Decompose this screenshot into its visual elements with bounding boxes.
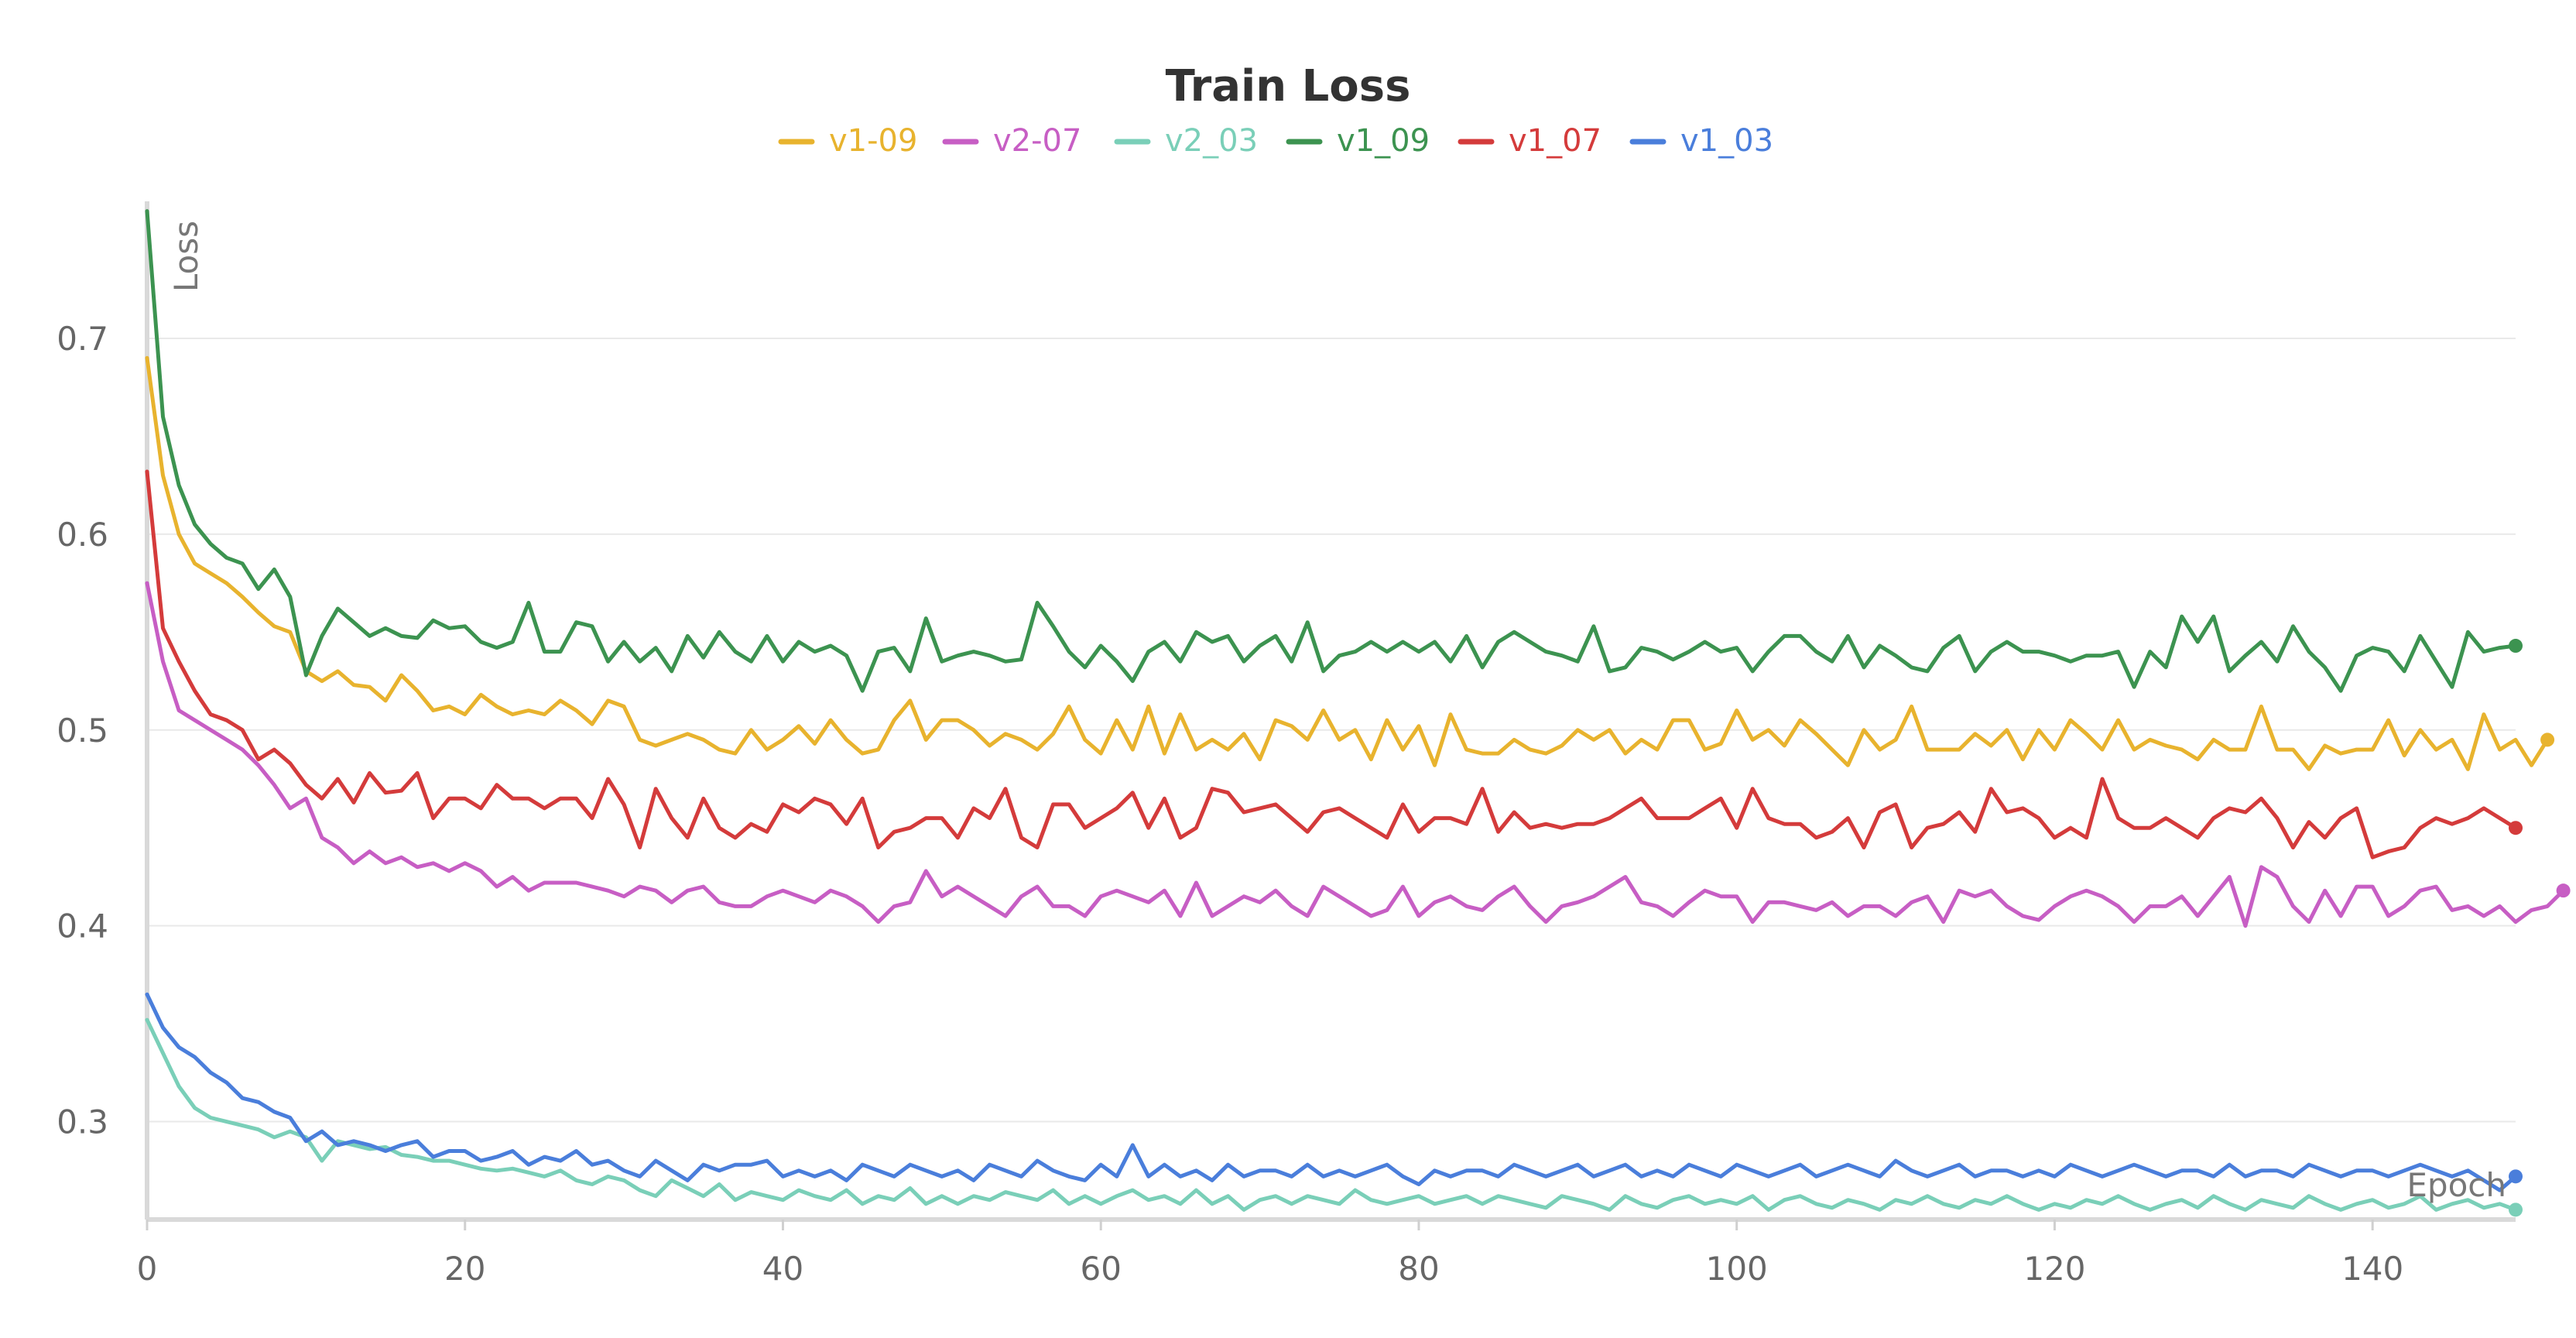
series-line-v1-07 [145,469,2518,859]
x-tick-label: 0 [137,1250,158,1288]
x-tick-label: 20 [444,1250,485,1288]
series-end-point-v1-09[interactable] [2509,639,2523,654]
x-tick-label: 80 [1398,1250,1439,1288]
legend-item-v1-03[interactable]: v1_03 [1629,123,1773,159]
series-end-point-v1-09[interactable] [2540,732,2555,747]
series-end-point-v1-07[interactable] [2509,821,2523,835]
y-tick-label: 0.3 [57,1103,108,1141]
legend-label: v1_03 [1680,123,1773,159]
x-tick-label: 60 [1080,1250,1121,1288]
legend-label: v2-07 [993,123,1081,159]
y-tick-label: 0.7 [57,320,108,358]
legend-label: v1_07 [1509,123,1601,159]
legend-item-v1-07[interactable]: v1_07 [1458,123,1601,159]
y-tick-label: 0.5 [57,712,108,750]
x-tick-label: 40 [762,1250,803,1288]
series-line-v1-03 [145,992,2518,1192]
x-tick-label: 140 [2341,1250,2403,1288]
y-axis-label: Loss [167,221,205,292]
series-end-point-v1-03[interactable] [2509,1169,2523,1184]
series-end-point-v2-07[interactable] [2556,883,2571,898]
legend-item-v1-09[interactable]: v1-09 [778,123,917,159]
chart-title: Train Loss [1166,61,1411,112]
x-tick-label: 120 [2023,1250,2085,1288]
series-line-v1-09 [145,209,2518,693]
legend-item-v2-07[interactable]: v2-07 [942,123,1081,159]
legend-item-v2-03[interactable]: v2_03 [1114,123,1258,159]
legend-label: v1_09 [1337,123,1430,159]
legend-label: v2_03 [1165,123,1258,159]
tick-labels: 0.3 0.4 0.5 0.6 0.7 0 20 40 60 80 100 120 140 [57,320,2403,1288]
series-lines [145,209,2571,1217]
series-line-v1-09 [145,355,2550,771]
legend[interactable]: v1-09 v2-07 v2_03 v1_09 v1_07 v1_03 [778,123,1773,159]
legend-item-v1-09[interactable]: v1_09 [1286,123,1430,159]
x-axis-label: Epoch [2406,1166,2506,1204]
y-tick-label: 0.6 [57,516,108,554]
axes [145,201,2516,1230]
x-tick-label: 100 [1706,1250,1768,1288]
grid-lines [147,338,2516,1123]
series-line-v2-03 [145,1017,2518,1212]
series-line-v2-07 [145,581,2566,928]
legend-label: v1-09 [829,123,917,159]
series-end-point-v2-03[interactable] [2509,1202,2523,1217]
y-tick-label: 0.4 [57,907,108,945]
